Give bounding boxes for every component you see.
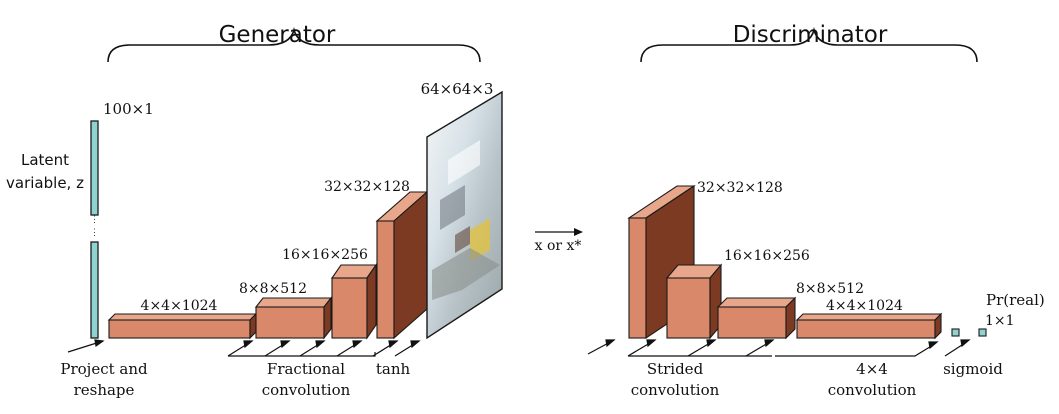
generated-image: [426, 90, 503, 340]
connector-label: x or x*: [535, 238, 582, 254]
generator-brace: [107, 26, 481, 63]
disc-block-16x16x256: [665, 263, 723, 340]
svg-text:⋮: ⋮: [90, 215, 99, 225]
generator-title: Generator: [219, 22, 336, 48]
gen-layer-label-3: 16×16×256: [282, 247, 368, 263]
gen-block-16x16x256: [330, 263, 378, 340]
prob-label: Pr(real): [986, 291, 1045, 309]
gen-op-arrows: [67, 339, 421, 357]
output-dim-label: 64×64×3: [421, 80, 494, 98]
latent-vector-bar: ⋮ ⋮: [90, 120, 99, 339]
connector-arrow: [535, 228, 583, 236]
latent-label-line2: variable, z: [6, 174, 84, 192]
svg-text:⋮: ⋮: [90, 228, 99, 238]
gen-layer-label-2: 8×8×512: [239, 281, 307, 297]
disc-layer-label-4: 4×4×1024: [826, 298, 903, 314]
disc-block-4x4x1024: [795, 312, 943, 340]
prob-dim-label: 1×1: [985, 313, 1015, 329]
gen-layer-label-4: 32×32×128: [324, 179, 410, 195]
op-strided-line1: Strided: [647, 360, 704, 378]
op-conv4-line1: 4×4: [856, 360, 888, 378]
disc-output-unit-2: [978, 328, 987, 337]
op-tanh: tanh: [376, 360, 411, 378]
op-strided-line2: convolution: [631, 381, 720, 399]
discriminator-title: Discriminator: [733, 22, 888, 48]
op-fractional-line2: convolution: [262, 381, 351, 399]
gen-block-32x32x128: [375, 190, 429, 340]
disc-layer-label-3: 8×8×512: [796, 281, 864, 297]
gen-block-8x8x512: [254, 296, 333, 340]
latent-label-line1: Latent: [21, 151, 69, 169]
disc-op-arrows: [587, 339, 971, 357]
gen-block-4x4x1024: [107, 312, 258, 340]
disc-layer-label-1: 32×32×128: [697, 180, 783, 196]
discriminator-brace: [640, 26, 978, 63]
op-conv4-line2: convolution: [828, 381, 917, 399]
gen-layer-label-1: 4×4×1024: [141, 298, 218, 314]
op-sigmoid: sigmoid: [943, 360, 1003, 378]
op-project-line1: Project and: [60, 360, 148, 378]
disc-block-8x8x512: [716, 296, 797, 340]
disc-layer-label-2: 16×16×256: [724, 248, 810, 264]
latent-dim-label: 100×1: [103, 100, 154, 118]
op-fractional-line1: Fractional: [267, 360, 345, 378]
disc-output-unit-1: [951, 328, 960, 337]
op-project-line2: reshape: [74, 381, 135, 399]
